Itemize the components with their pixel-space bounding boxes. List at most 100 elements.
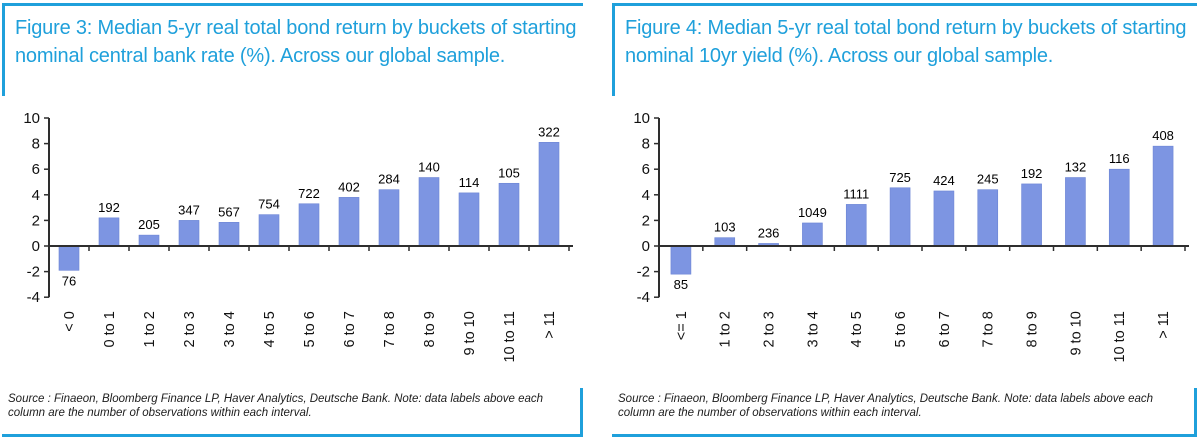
bar-value-label: 424 [933,173,955,188]
x-axis-label: 1 to 2 [142,311,158,347]
bar-8 to 9 [418,177,440,247]
bar-value-label: 245 [977,172,999,187]
x-axis-label: 7 to 8 [382,311,398,347]
bar-value-label: 725 [889,170,911,185]
figure3-title: Figure 3: Median 5-yr real total bond re… [2,3,583,96]
bar-value-label: 114 [459,175,480,190]
bar-chart: 10 8 6 4 2 0 -2 -4 76 < 0 192 0 to 1 205 1 to 2 347 2 t… [23,110,573,363]
bar-2 to 3 [178,220,200,247]
x-axis-label: > 11 [1156,311,1172,339]
y-axis-tick-label: 8 [642,136,650,153]
bar-value-label: 116 [1109,151,1130,166]
figure3-source-note: Source : Finaeon, Bloomberg Finance LP, … [2,388,583,437]
bar-< 0 [58,245,80,271]
x-axis-label: < 0 [62,311,78,332]
figure3-panel: Figure 3: Median 5-yr real total bond re… [2,3,583,437]
bar-3 to 4 [218,222,240,247]
x-axis-label: 2 to 3 [182,311,198,347]
y-axis-tick-label: 2 [32,212,40,229]
y-axis-tick-label: 6 [642,161,650,178]
bar-value-label: 205 [138,217,160,232]
bar-value-label: 76 [62,273,76,288]
figure4-chart: 10 8 6 4 2 0 -2 -4 85 <= 1 103 1 to 2 236 2 to 3 1049 3… [615,106,1194,384]
y-axis-tick-label: 10 [633,110,650,127]
x-axis-label: 1 to 2 [718,311,734,347]
x-axis-label: 8 to 9 [1025,311,1041,347]
x-axis-label: 0 to 1 [102,311,118,347]
x-axis-label: 3 to 4 [222,311,238,347]
y-axis-tick-label: 2 [642,212,650,229]
bar-value-label: 140 [418,160,440,175]
bar-> 11 [538,142,560,247]
x-axis-label: <= 1 [674,311,690,340]
bar-4 to 5 [258,214,280,247]
bar-value-label: 132 [1065,160,1087,175]
bar-value-label: 192 [98,200,120,215]
bar-value-label: 567 [218,204,240,219]
bar-value-label: 105 [498,165,520,180]
y-axis-tick-label: 0 [32,238,40,255]
bar-6 to 7 [933,190,955,247]
x-axis-label: > 11 [542,311,558,339]
x-axis-label: 8 to 9 [422,311,438,347]
y-axis-tick-label: 6 [32,161,40,178]
figure4-source-note: Source : Finaeon, Bloomberg Finance LP, … [612,388,1197,437]
bar-10 to 11 [498,182,520,247]
x-axis-label: 9 to 10 [1068,311,1084,355]
bar-value-label: 192 [1021,166,1043,181]
x-axis-label: 10 to 11 [502,311,518,362]
y-axis-tick-label: -4 [637,289,650,306]
figure4-title: Figure 4: Median 5-yr real total bond re… [612,3,1197,96]
bar-value-label: 347 [178,202,200,217]
y-axis-tick-label: 0 [642,238,650,255]
bar-value-label: 722 [298,186,320,201]
y-axis-tick-label: 4 [32,187,40,204]
bar-value-label: 236 [758,225,780,240]
bar-chart: 10 8 6 4 2 0 -2 -4 85 <= 1 103 1 to 2 236 2 to 3 1049 3… [633,110,1189,363]
bar-value-label: 284 [378,172,400,187]
bar-10 to 11 [1108,168,1130,247]
figure3-chart: 10 8 6 4 2 0 -2 -4 76 < 0 192 0 to 1 205 1 to 2 347 2 t… [5,106,580,384]
x-axis-label: 6 to 7 [342,311,358,347]
bar-6 to 7 [338,197,360,247]
y-axis-tick-label: 4 [642,187,650,204]
bar-0 to 1 [98,217,120,247]
bar-5 to 6 [889,187,911,247]
bar-9 to 10 [458,192,480,247]
bar-value-label: 322 [538,124,560,139]
x-axis-label: 9 to 10 [462,311,478,355]
x-axis-label: 4 to 5 [262,311,278,347]
x-axis-label: 10 to 11 [1112,311,1128,362]
bar-8 to 9 [1021,183,1042,247]
bar-value-label: 1049 [798,205,827,220]
x-axis-label: 3 to 4 [805,311,821,347]
y-axis-tick-label: -4 [27,289,40,306]
x-axis-label: 4 to 5 [849,311,865,347]
bar-1 to 2 [138,234,160,247]
bar-5 to 6 [298,203,320,247]
bar-4 to 5 [845,204,867,247]
x-axis-label: 7 to 8 [981,311,997,347]
bar-7 to 8 [977,189,999,247]
bar-value-label: 754 [258,197,280,212]
bar-value-label: 103 [714,220,736,235]
bar-value-label: 1111 [843,186,869,201]
bar-> 11 [1152,145,1174,247]
y-axis-tick-label: 8 [32,136,40,153]
y-axis-tick-label: -2 [637,264,650,281]
bar-7 to 8 [378,189,400,247]
bar-9 to 10 [1065,177,1086,247]
bar-value-label: 408 [1152,128,1174,143]
x-axis-label: 6 to 7 [937,311,953,347]
bar-3 to 4 [802,222,823,247]
x-axis-label: 5 to 6 [893,311,909,347]
bar-<= 1 [670,245,692,275]
figure4-panel: Figure 4: Median 5-yr real total bond re… [612,3,1197,437]
bar-value-label: 85 [674,277,688,292]
y-axis-tick-label: -2 [27,264,40,281]
x-axis-label: 5 to 6 [302,311,318,347]
x-axis-label: 2 to 3 [762,311,778,347]
bar-1 to 2 [714,237,736,247]
y-axis-tick-label: 10 [23,110,40,127]
